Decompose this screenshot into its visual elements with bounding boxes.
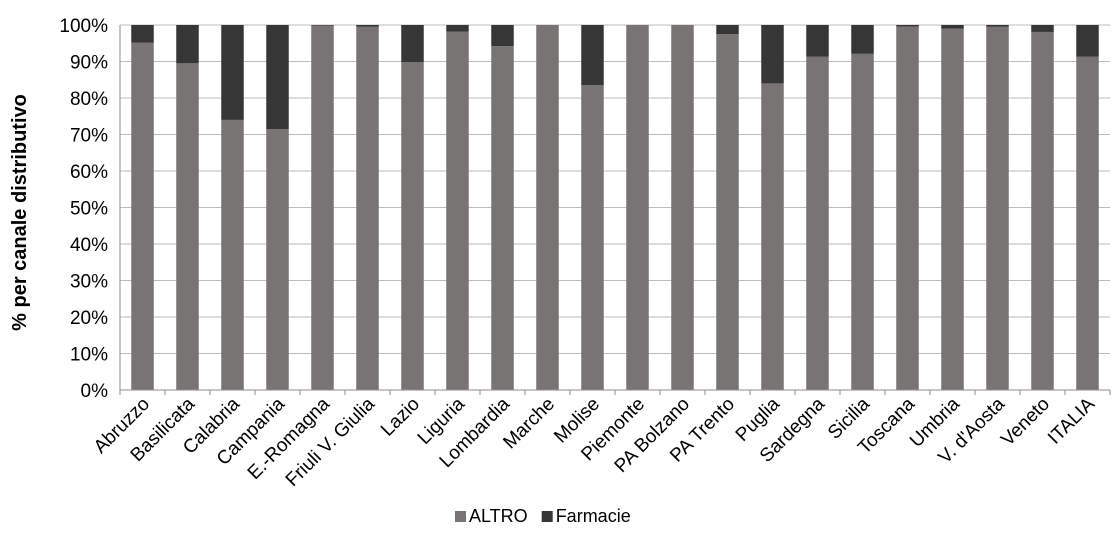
y-tick-label: 80%	[70, 89, 108, 110]
y-tick-label: 100%	[59, 16, 108, 37]
legend-label-farmacie: Farmacie	[556, 506, 631, 526]
bar-segment-altro	[1076, 56, 1099, 390]
bar-segment-farmacie	[356, 25, 379, 27]
bar-segment-altro	[851, 53, 874, 391]
y-tick-label: 90%	[70, 53, 108, 74]
bar-segment-farmacie	[266, 25, 289, 130]
y-tick-label: 0%	[81, 381, 109, 402]
y-axis-title: % per canale distributivo	[9, 94, 31, 331]
legend: ALTRO Farmacie	[455, 506, 631, 526]
bar-segment-altro	[626, 25, 649, 390]
x-category-label: Marche	[499, 394, 559, 454]
bar-segment-farmacie	[401, 25, 424, 63]
y-tick-label: 20%	[70, 308, 108, 329]
bar-segment-farmacie	[1031, 25, 1054, 32]
y-tick-label: 60%	[70, 162, 108, 183]
bar-segment-farmacie	[221, 25, 244, 120]
bar-segment-altro	[536, 25, 559, 390]
y-tick-labels: 0% 10% 20% 30% 40% 50% 60% 70% 80% 90% 100%	[59, 16, 108, 402]
y-tick-label: 10%	[70, 345, 108, 366]
bar-segment-altro	[356, 26, 379, 390]
y-tick-label: 50%	[70, 199, 108, 220]
bar-segment-altro	[221, 119, 244, 391]
bar-segment-farmacie	[311, 25, 334, 26]
bars	[131, 25, 1099, 391]
axes	[119, 25, 1111, 395]
bar-segment-altro	[896, 26, 919, 391]
bar-segment-altro	[491, 46, 514, 391]
legend-swatch-farmacie	[541, 511, 553, 522]
legend-swatch-altro	[455, 511, 466, 522]
bar-segment-altro	[1031, 31, 1054, 390]
y-tick-label: 40%	[70, 235, 108, 256]
y-tick-label: 70%	[70, 126, 108, 147]
bar-segment-altro	[311, 25, 334, 390]
bar-segment-altro	[671, 25, 694, 390]
bar-segment-farmacie	[851, 25, 874, 54]
bar-segment-farmacie	[806, 25, 829, 57]
bar-segment-altro	[131, 42, 154, 391]
bar-segment-farmacie	[131, 25, 154, 43]
bar-segment-altro	[176, 63, 199, 390]
x-category-label: Veneto	[997, 394, 1054, 451]
bar-segment-farmacie	[491, 25, 514, 47]
bar-segment-farmacie	[176, 25, 199, 64]
bar-segment-altro	[446, 31, 469, 390]
bar-segment-altro	[581, 85, 604, 390]
bar-segment-altro	[806, 56, 829, 390]
bar-segment-altro	[941, 28, 964, 391]
bar-segment-farmacie	[896, 25, 919, 27]
bar-segment-farmacie	[941, 25, 964, 29]
y-tick-label: 30%	[70, 272, 108, 293]
bar-segment-altro	[986, 26, 1009, 390]
x-category-label: ITALIA	[1044, 393, 1099, 448]
legend-label-altro: ALTRO	[469, 506, 528, 526]
bar-segment-farmacie	[716, 25, 739, 35]
bar-segment-farmacie	[986, 25, 1009, 27]
bar-segment-farmacie	[761, 25, 784, 84]
bar-segment-farmacie	[446, 25, 469, 32]
bar-segment-altro	[716, 34, 739, 391]
bar-segment-altro	[401, 62, 424, 390]
x-category-labels: AbruzzoBasilicataCalabriaCampaniaE.-Roma…	[90, 393, 1099, 491]
bar-segment-farmacie	[581, 25, 604, 86]
bar-segment-altro	[761, 83, 784, 391]
bar-segment-farmacie	[1076, 25, 1099, 57]
bar-segment-altro	[266, 129, 289, 390]
